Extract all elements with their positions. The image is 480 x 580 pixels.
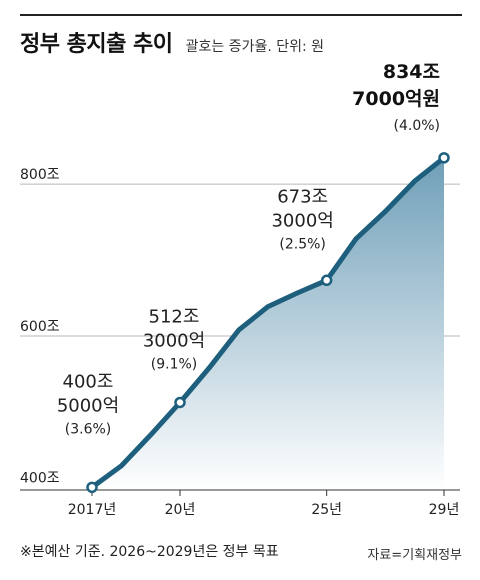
data-label: 5000억 (57, 395, 119, 416)
x-tick-label: 29년 (429, 502, 460, 518)
footnote: ※본예산 기준. 2026~2029년은 정부 목표 (20, 544, 279, 560)
y-tick-label: 800조 (20, 167, 60, 183)
y-tick-label: 400조 (20, 471, 60, 487)
data-label: 673조 (277, 186, 328, 207)
data-point-marker (174, 396, 186, 409)
growth-rate-label: (9.1%) (151, 356, 198, 372)
data-label: 3000억 (143, 330, 205, 351)
data-label: 3000억 (271, 210, 333, 231)
source-credit: 자료=기획재정부 (367, 548, 462, 563)
chart-header: 정부 총지출 추이 괄호는 증가율. 단위: 원 (20, 26, 324, 58)
data-point-marker (438, 152, 450, 164)
x-tick-label: 2017년 (68, 502, 117, 518)
data-label: 7000억원 (352, 88, 440, 110)
grid-layer: 400조 600조 800조 (20, 167, 460, 487)
data-label: 400조 (63, 371, 114, 392)
growth-rate-label: (2.5%) (279, 236, 326, 252)
annotation-layer: 400조 5000억 (3.6%) 512조 3000억 (9.1%) 673조 3000억 (… (57, 61, 440, 438)
y-tick-label: 600조 (20, 319, 60, 335)
x-axis: 2017년 20년 25년 29년 (20, 489, 460, 518)
growth-rate-label: (4.0%) (394, 118, 441, 134)
data-point-marker (86, 481, 98, 494)
growth-rate-label: (3.6%) (65, 421, 112, 437)
series-line (89, 155, 447, 490)
x-tick-label: 20년 (165, 502, 196, 518)
top-rule (20, 14, 462, 16)
data-label: 512조 (149, 306, 200, 327)
marker-layer (86, 152, 450, 494)
data-point-marker (320, 274, 333, 287)
chart-subtitle: 괄호는 증가율. 단위: 원 (185, 39, 325, 55)
x-tick-label: 25년 (311, 502, 342, 518)
data-label: 834조 (383, 61, 440, 83)
chart-title: 정부 총지출 추이 (20, 32, 173, 57)
